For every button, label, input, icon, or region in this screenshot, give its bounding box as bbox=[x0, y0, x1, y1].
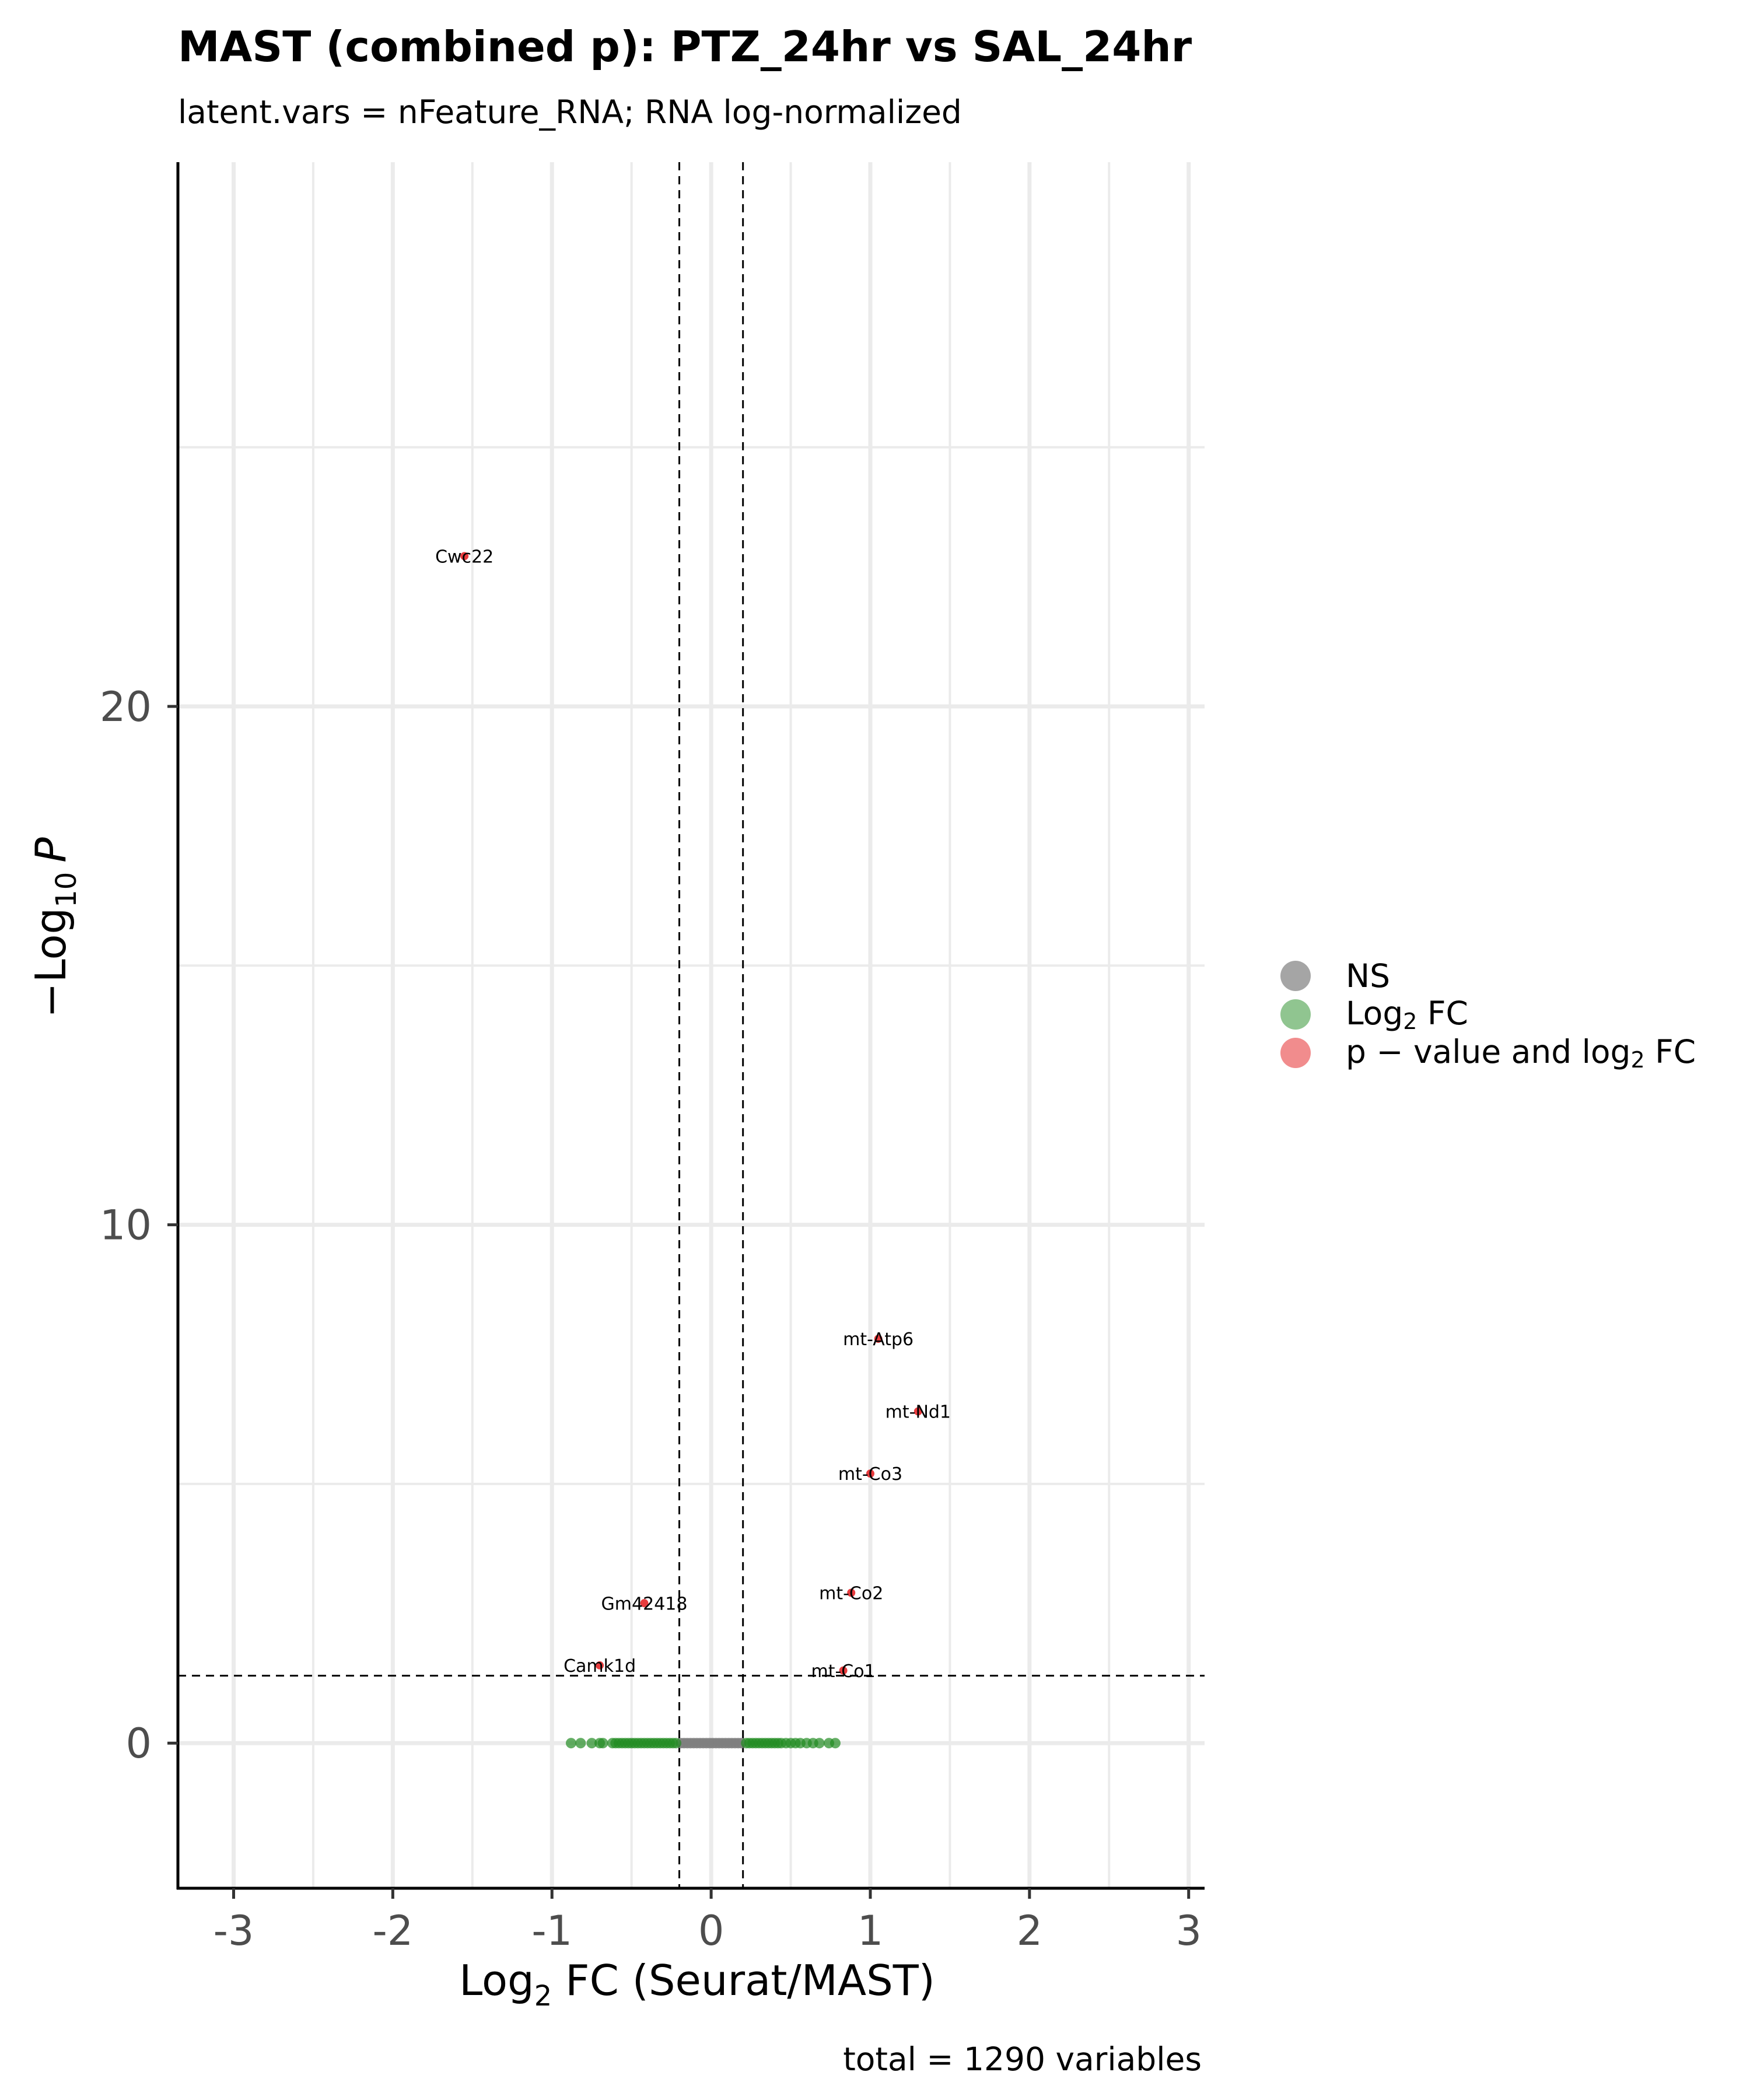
legend-key bbox=[1280, 999, 1311, 1030]
significant-point bbox=[847, 1588, 856, 1597]
x-tick-label: -1 bbox=[531, 1907, 572, 1955]
log2fc-point bbox=[586, 1738, 597, 1749]
x-tick-label: 2 bbox=[1017, 1907, 1043, 1955]
legend-key bbox=[1280, 1038, 1311, 1068]
log2fc-point bbox=[830, 1738, 841, 1749]
significant-point bbox=[839, 1666, 848, 1675]
legend-item: p − value and log2 FC bbox=[1280, 1033, 1696, 1073]
cutoff-lines bbox=[178, 162, 1205, 1888]
axes bbox=[176, 162, 1205, 1890]
significant-point bbox=[874, 1335, 883, 1343]
points bbox=[460, 552, 922, 1749]
caption: total = 1290 variables bbox=[843, 2041, 1202, 2078]
x-tick-label: 1 bbox=[858, 1907, 884, 1955]
legend-label: NS bbox=[1346, 957, 1391, 995]
significant-point bbox=[596, 1661, 604, 1670]
significant-point bbox=[460, 552, 469, 561]
log2fc-point bbox=[575, 1738, 586, 1749]
log2fc-point bbox=[565, 1738, 576, 1749]
chart-subtitle: latent.vars = nFeature_RNA; RNA log-norm… bbox=[178, 93, 962, 131]
chart-title: MAST (combined p): PTZ_24hr vs SAL_24hr bbox=[178, 22, 1192, 71]
legend-label: p − value and log2 FC bbox=[1346, 1033, 1696, 1073]
point-label: Cwc22 bbox=[435, 547, 494, 567]
significant-point bbox=[914, 1407, 922, 1416]
x-tick-label: -2 bbox=[372, 1907, 413, 1955]
y-axis-title: −Log10P bbox=[26, 837, 83, 1018]
point-labels: Cwc22 mt-Atp6 mt-Nd1 mt-Co3 mt-Co2 Gm42418 Cam… bbox=[435, 547, 951, 1681]
y-tick-label: 0 bbox=[125, 1720, 152, 1768]
y-tick-label: 10 bbox=[100, 1202, 152, 1250]
legend-item: NS bbox=[1280, 957, 1696, 995]
point-label: Gm42418 bbox=[601, 1594, 688, 1614]
y-tick-label: 20 bbox=[100, 683, 152, 731]
x-axis-title: Log2 FC (Seurat/MAST) bbox=[459, 1956, 935, 2013]
log2fc-point bbox=[671, 1738, 682, 1749]
point-label: Camk1d bbox=[564, 1656, 636, 1676]
legend-label: Log2 FC bbox=[1346, 995, 1468, 1034]
log2fc-point bbox=[814, 1738, 825, 1749]
significant-point bbox=[866, 1469, 874, 1478]
legend-item: Log2 FC bbox=[1280, 995, 1696, 1034]
x-tick-label: -3 bbox=[214, 1907, 254, 1955]
x-tick-label: 3 bbox=[1175, 1907, 1202, 1955]
log2fc-point bbox=[597, 1738, 608, 1749]
point-label: mt-Co1 bbox=[811, 1661, 875, 1682]
legend: NS Log2 FC p − value and log2 FC bbox=[1280, 957, 1696, 1073]
point-label: mt-Co3 bbox=[838, 1464, 902, 1485]
point-label: mt-Co2 bbox=[819, 1584, 883, 1604]
legend-key bbox=[1280, 961, 1311, 991]
point-label: mt-Nd1 bbox=[886, 1402, 951, 1422]
grid bbox=[178, 162, 1205, 1888]
ticks: -3 -2 -1 0 1 2 3 0 10 20 bbox=[100, 683, 1202, 1955]
x-tick-label: 0 bbox=[698, 1907, 724, 1955]
point-label: mt-Atp6 bbox=[843, 1329, 914, 1350]
significant-point bbox=[640, 1599, 649, 1608]
